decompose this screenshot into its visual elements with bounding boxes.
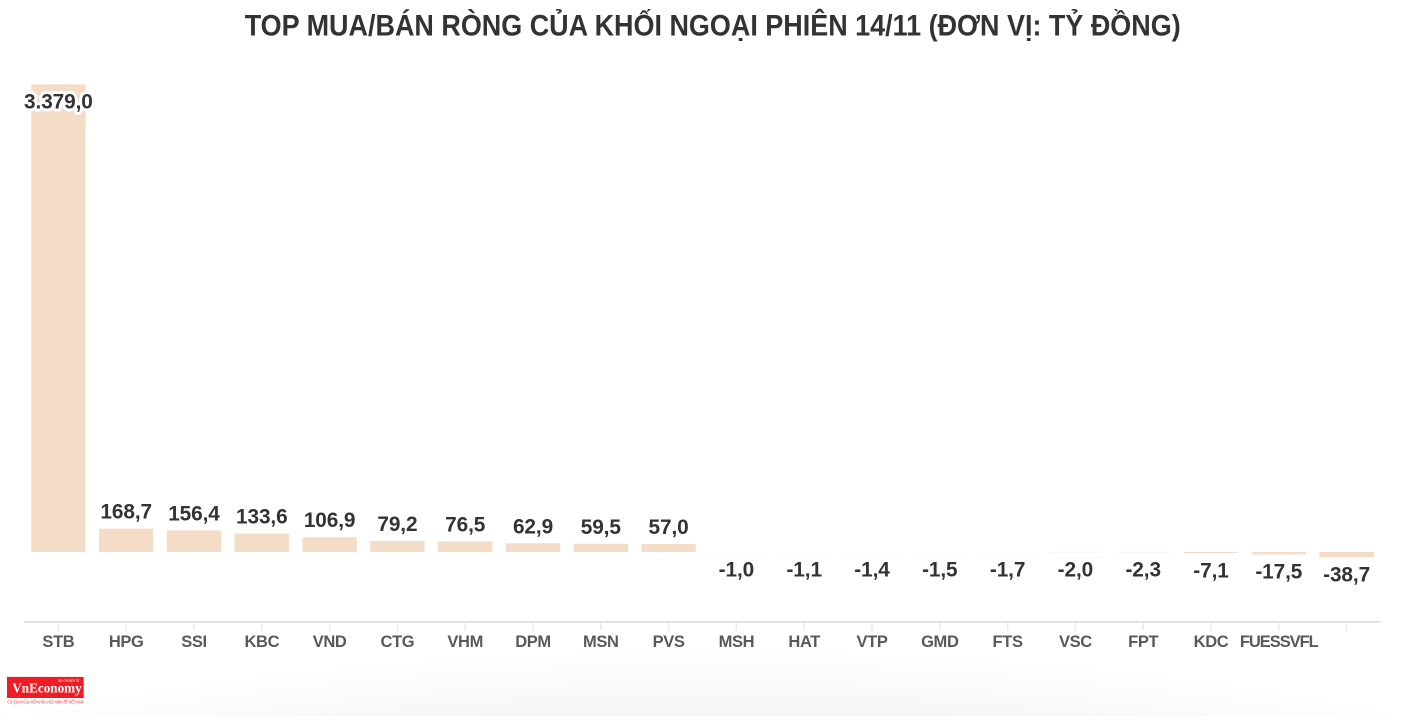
svg-text:-7,1: -7,1 — [1193, 559, 1228, 582]
svg-text:FPT: FPT — [1128, 633, 1158, 651]
svg-text:KBC: KBC — [244, 633, 279, 651]
svg-text:TẠP CHÍ ĐIỆN TỬ: TẠP CHÍ ĐIỆN TỬ — [58, 678, 80, 683]
svg-text:VND: VND — [313, 633, 347, 651]
svg-text:KDC: KDC — [1194, 633, 1229, 651]
svg-text:3.379,0: 3.379,0 — [24, 90, 93, 113]
svg-text:-1,7: -1,7 — [990, 559, 1025, 582]
svg-text:-1,0: -1,0 — [719, 558, 754, 581]
svg-text:156,4: 156,4 — [168, 502, 220, 525]
svg-text:57,0: 57,0 — [649, 516, 689, 539]
svg-text:-2,0: -2,0 — [1058, 559, 1093, 582]
svg-text:VHM: VHM — [447, 633, 483, 651]
svg-text:HPG: HPG — [109, 633, 144, 651]
svg-text:FTS: FTS — [993, 633, 1023, 651]
svg-text:STB: STB — [42, 633, 74, 651]
svg-text:-1,5: -1,5 — [922, 559, 957, 582]
svg-text:VSC: VSC — [1059, 633, 1092, 651]
svg-text:59,5: 59,5 — [581, 516, 621, 539]
svg-text:62,9: 62,9 — [513, 515, 553, 538]
svg-text:79,2: 79,2 — [377, 513, 417, 536]
svg-text:168,7: 168,7 — [100, 501, 152, 524]
svg-text:-1,4: -1,4 — [854, 559, 890, 582]
svg-text:133,6: 133,6 — [236, 506, 288, 529]
svg-text:SSI: SSI — [181, 633, 207, 651]
svg-text:CTG: CTG — [381, 633, 415, 651]
svg-text:76,5: 76,5 — [445, 513, 485, 536]
svg-text:-17,5: -17,5 — [1255, 561, 1302, 584]
svg-text:VTP: VTP — [856, 633, 887, 651]
svg-text:CƠ QUAN CỦA HỘI KHOA HỌC KINH: CƠ QUAN CỦA HỘI KHOA HỌC KINH TẾ VIỆT NA… — [7, 700, 83, 705]
svg-text:-2,3: -2,3 — [1125, 559, 1160, 582]
svg-text:FUESSVFL: FUESSVFL — [1240, 633, 1319, 651]
svg-text:-1,1: -1,1 — [786, 559, 821, 582]
svg-text:-38,7: -38,7 — [1323, 564, 1370, 587]
svg-text:TOP MUA/BÁN RÒNG CỦA KHỐI NGOẠ: TOP MUA/BÁN RÒNG CỦA KHỐI NGOẠI PHIÊN 14… — [245, 9, 1181, 43]
svg-text:DPM: DPM — [515, 633, 551, 651]
svg-text:106,9: 106,9 — [304, 509, 356, 532]
svg-text:GMD: GMD — [921, 633, 959, 651]
svg-text:MSH: MSH — [719, 633, 755, 651]
svg-text:MSN: MSN — [583, 633, 619, 651]
svg-text:PVS: PVS — [653, 633, 685, 651]
svg-text:HAT: HAT — [788, 633, 820, 651]
